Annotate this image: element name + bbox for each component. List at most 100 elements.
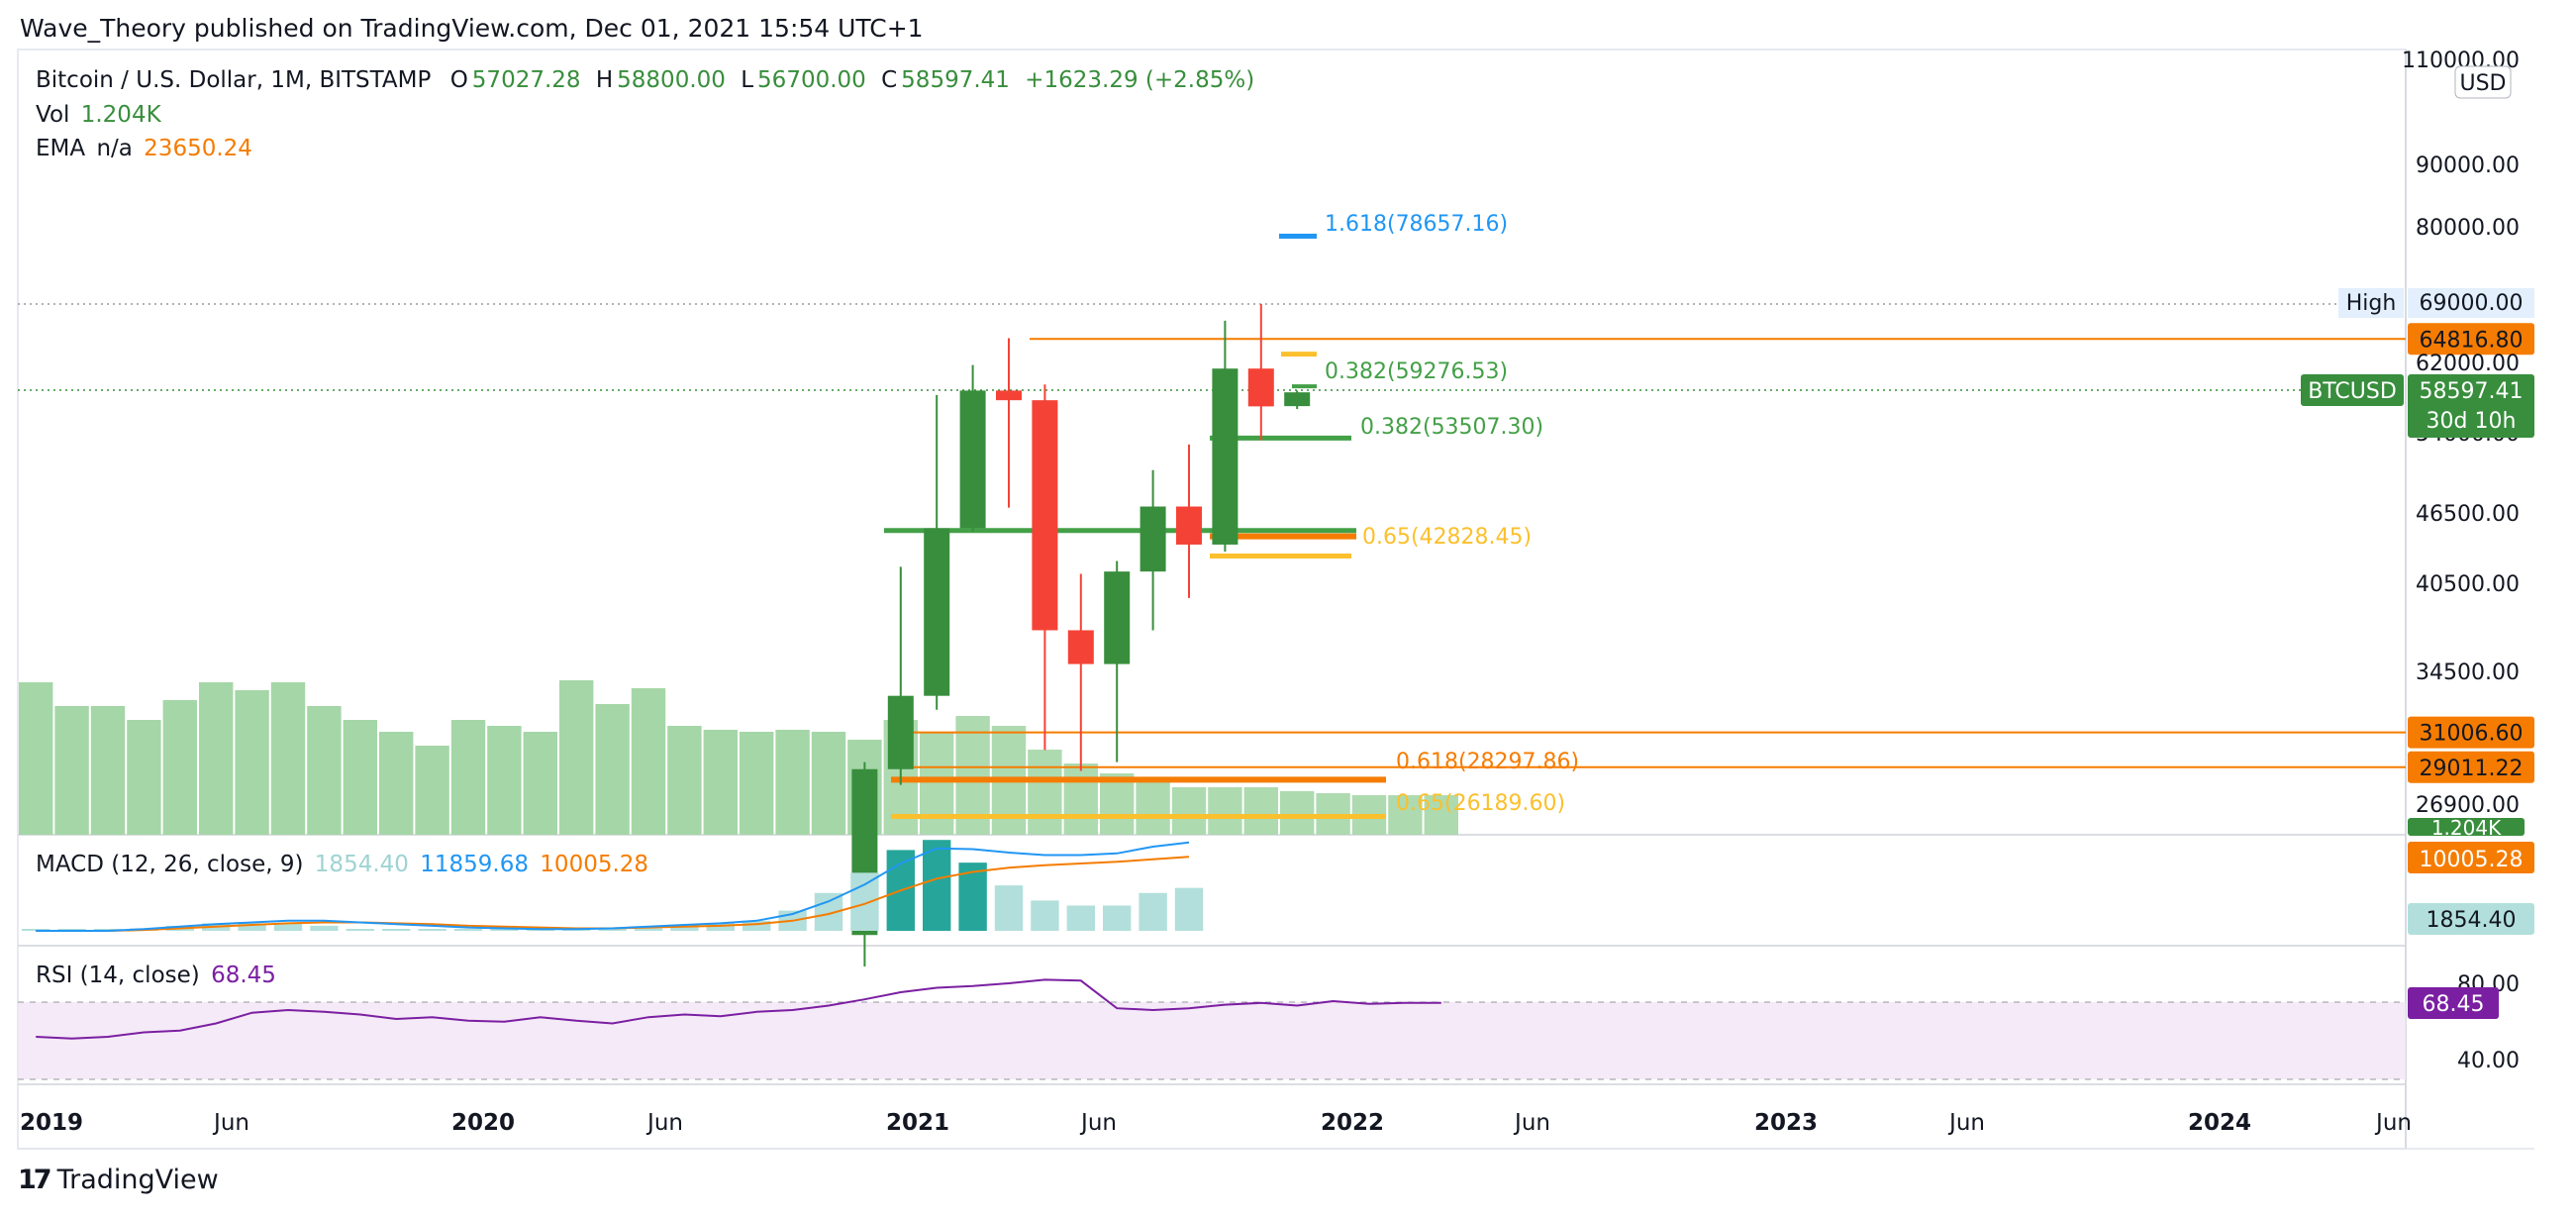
- volume-bar: [415, 746, 449, 835]
- fib-label: 0.65(26189.60): [1396, 791, 1565, 816]
- volume-bar: [90, 706, 126, 835]
- macd-hist-bar: [1066, 905, 1095, 931]
- macd-line: [36, 841, 1190, 932]
- level-label: 64816.80: [2420, 328, 2524, 353]
- volume-bar: [450, 720, 486, 835]
- macd-hist-bar: [1103, 905, 1132, 931]
- rsi-value: 68.45: [211, 963, 276, 988]
- price-tick-label: 26900.00: [2416, 793, 2520, 818]
- volume-bar: [127, 720, 161, 835]
- price-tick-label: 46500.00: [2416, 502, 2520, 527]
- volume-badge-bg: [2408, 818, 2525, 836]
- volume-bar: [559, 680, 594, 835]
- volume-bar: [379, 732, 414, 835]
- macd-legend: MACD (12, 26, close, 9) 1854.40 11859.68…: [36, 852, 652, 877]
- time-tick-label: Jun: [1513, 1110, 1550, 1136]
- macd-hist-bar: [1139, 892, 1167, 931]
- ema-label: EMA: [36, 136, 86, 161]
- volume-bar: [1171, 787, 1207, 835]
- macd-hist-bar: [598, 929, 627, 931]
- high-label: H: [595, 67, 614, 93]
- volume-bar: [631, 688, 666, 835]
- volume-legend: Vol 1.204K: [36, 102, 165, 128]
- price-tick-label: 34500.00: [2416, 660, 2520, 685]
- macd-line-value: 11859.68: [420, 852, 529, 877]
- candle-body: [996, 390, 1022, 401]
- volume-bar: [740, 732, 774, 835]
- tradingview-logo-icon: 17: [18, 1165, 52, 1195]
- high-label: High: [2346, 291, 2397, 316]
- volume-bar: [920, 732, 954, 835]
- volume-bar: [199, 682, 234, 835]
- level-label-bg: [2408, 751, 2534, 783]
- time-tick-label: 2020: [451, 1110, 515, 1136]
- rsi-line: [36, 978, 1441, 1040]
- open-label: O: [449, 67, 468, 93]
- volume-bar: [19, 682, 53, 835]
- volume-bar: [235, 690, 269, 835]
- time-tick-label: 2021: [886, 1110, 949, 1136]
- candle-body: [1104, 571, 1131, 664]
- macd-hist-bar: [453, 929, 483, 931]
- rsi-badge: 68.45: [2423, 992, 2485, 1017]
- macd-hist-bar: [1174, 887, 1204, 931]
- volume-bar: [54, 706, 89, 835]
- rsi-tick-label: 40.00: [2457, 1049, 2520, 1073]
- macd-hist-bar: [1031, 900, 1059, 931]
- macd-hist-bar: [418, 929, 446, 931]
- candle-body: [1067, 630, 1094, 664]
- fib-label: 1.618(78657.16): [1325, 212, 1508, 237]
- last-price-bg: [2408, 374, 2534, 438]
- publisher-header: Wave_Theory published on TradingView.com…: [20, 14, 924, 43]
- rsi-label: RSI (14, close): [36, 963, 200, 988]
- volume-bar: [595, 704, 630, 835]
- candle-body: [887, 695, 914, 769]
- volume-bar: [343, 720, 377, 835]
- candle-body: [924, 528, 950, 696]
- macd-hist-bar: [490, 929, 519, 931]
- volume-bar: [487, 726, 522, 835]
- symbol-badge: BTCUSD: [2308, 379, 2397, 404]
- low-label: L: [741, 67, 754, 93]
- time-tick-label: 2019: [20, 1110, 83, 1136]
- time-tick-label: 2022: [1321, 1110, 1384, 1136]
- macd-hist-bar: [670, 925, 699, 931]
- volume-bar: [1280, 791, 1315, 835]
- time-tick-label: Jun: [1079, 1110, 1117, 1136]
- macd-signal-value: 10005.28: [540, 852, 649, 877]
- volume-bar: [1063, 763, 1098, 835]
- time-tick-label: 2024: [2188, 1110, 2251, 1136]
- chart-frame: [17, 49, 2407, 1150]
- symbol-badge-bg: [2301, 374, 2404, 406]
- close-label: C: [881, 67, 898, 93]
- volume-bar: [307, 706, 342, 835]
- time-tick-label: Jun: [2374, 1110, 2412, 1136]
- macd-signal-badge-bg: [2408, 842, 2534, 873]
- time-tick-label: Jun: [212, 1110, 249, 1136]
- time-tick-label: Jun: [645, 1110, 683, 1136]
- macd-signal-badge: 10005.28: [2420, 848, 2524, 872]
- macd-hist-bar: [994, 885, 1024, 931]
- volume-bar: [811, 732, 846, 835]
- ema-legend: EMA n/a 23650.24: [36, 136, 256, 161]
- volume-bar: [1100, 773, 1135, 835]
- level-label-bg: [2408, 716, 2534, 749]
- currency-badge: [2454, 65, 2512, 99]
- symbol-legend: Bitcoin / U.S. Dollar, 1M, BITSTAMP O 570…: [36, 67, 1258, 93]
- fib-label: 0.65(42828.45): [1362, 525, 1532, 550]
- macd-hist-bar: [238, 923, 266, 931]
- level-label-bg: [2408, 323, 2534, 355]
- macd-hist-bar: [634, 928, 663, 931]
- macd-label: MACD (12, 26, close, 9): [36, 852, 304, 877]
- price-tick-label: 40500.00: [2416, 572, 2520, 597]
- high-value: 58800.00: [617, 67, 726, 93]
- time-tick-label: Jun: [1947, 1110, 1985, 1136]
- symbol-name: Bitcoin / U.S. Dollar, 1M, BITSTAMP: [36, 67, 432, 93]
- macd-hist-bar: [382, 929, 411, 931]
- candle-body: [959, 390, 986, 529]
- volume-bar: [523, 732, 557, 835]
- high-label-bg: [2338, 288, 2404, 318]
- macd-hist-bar: [923, 840, 951, 931]
- open-value: 57027.28: [471, 67, 581, 93]
